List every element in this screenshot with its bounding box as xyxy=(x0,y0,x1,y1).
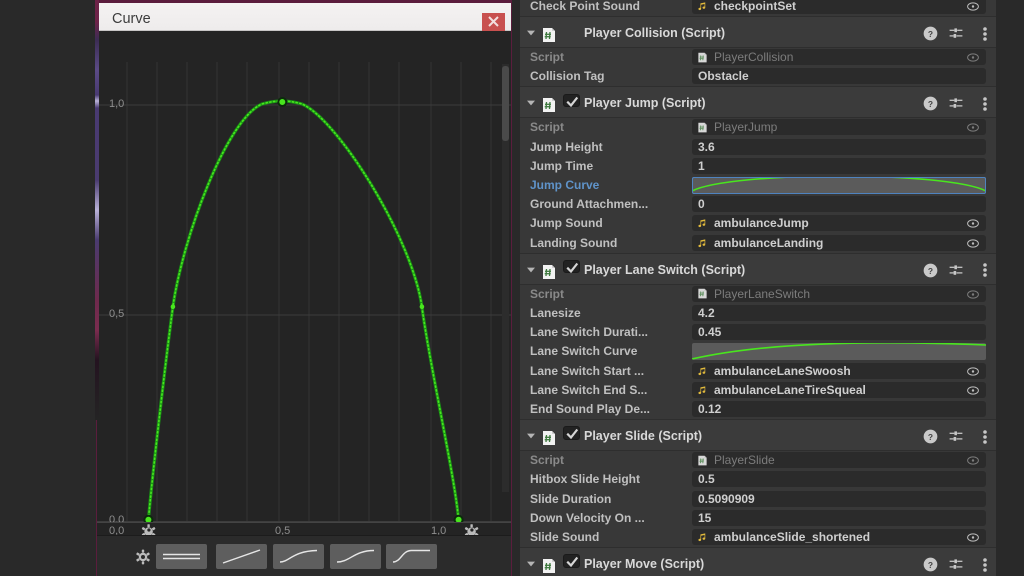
svg-text:?: ? xyxy=(928,560,933,570)
svg-text:?: ? xyxy=(928,432,933,442)
svg-text:?: ? xyxy=(928,29,933,39)
svg-text:?: ? xyxy=(928,99,933,109)
svg-text:?: ? xyxy=(928,266,933,276)
